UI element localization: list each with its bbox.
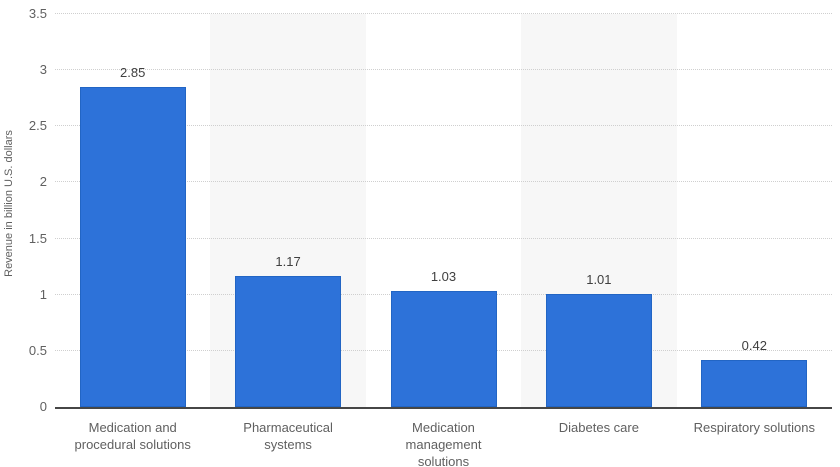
bar <box>545 293 652 407</box>
bar-value-label: 1.01 <box>586 271 612 287</box>
y-tick-label: 3 <box>39 62 47 78</box>
y-tick-label: 3.5 <box>28 6 47 21</box>
bar-value-label: 0.42 <box>741 337 767 353</box>
bar <box>79 87 186 407</box>
y-tick-label: 1 <box>39 286 47 302</box>
y-tick-label: 0.5 <box>28 342 47 358</box>
bar <box>390 291 497 407</box>
y-tick-label: 1.5 <box>28 230 47 246</box>
category-label: Pharmaceutical systems <box>243 420 333 452</box>
bar-value-label: 1.03 <box>430 269 457 285</box>
gridline <box>55 13 832 14</box>
bar-value-label: 1.17 <box>275 253 301 269</box>
y-tick-label: 2 <box>39 174 47 190</box>
x-axis-category-labels: Medication and procedural solutions Pharm… <box>55 419 832 467</box>
gridline <box>55 125 832 127</box>
y-axis-tick-labels: 0 0.5 1 1.5 2 2.5 3 3.5 <box>0 0 47 467</box>
bar-value-label: 2.85 <box>120 64 146 80</box>
gridline <box>55 237 832 239</box>
category-label: Medication management solutions <box>405 420 482 467</box>
x-axis-line <box>55 407 832 409</box>
category-label: Medication and procedural solutions <box>74 420 191 452</box>
category-label: Diabetes care <box>558 420 639 435</box>
bar <box>235 275 342 407</box>
bar <box>701 359 808 407</box>
y-tick-label: 2.5 <box>28 118 47 134</box>
gridline <box>55 69 832 71</box>
plot-area: 2.85 1.17 1.03 1.01 0.42 <box>55 0 832 407</box>
category-label: Respiratory solutions <box>693 420 815 435</box>
y-tick-label: 0 <box>39 399 47 414</box>
gridline <box>55 181 832 183</box>
